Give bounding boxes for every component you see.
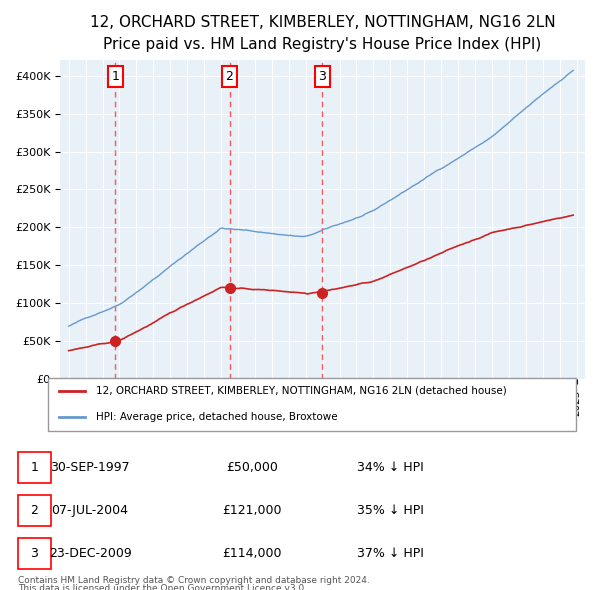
Text: 07-JUL-2004: 07-JUL-2004 [52,504,128,517]
Text: 2: 2 [30,504,38,517]
Text: 1: 1 [30,461,38,474]
FancyBboxPatch shape [48,378,576,431]
Text: 1: 1 [112,70,119,83]
Text: £114,000: £114,000 [222,547,282,560]
Title: 12, ORCHARD STREET, KIMBERLEY, NOTTINGHAM, NG16 2LN
Price paid vs. HM Land Regis: 12, ORCHARD STREET, KIMBERLEY, NOTTINGHA… [90,15,556,52]
FancyBboxPatch shape [18,452,51,483]
Text: £50,000: £50,000 [226,461,278,474]
FancyBboxPatch shape [18,538,51,569]
Text: This data is licensed under the Open Government Licence v3.0.: This data is licensed under the Open Gov… [18,584,307,590]
Text: 3: 3 [318,70,326,83]
Text: 2: 2 [226,70,233,83]
Text: 23-DEC-2009: 23-DEC-2009 [49,547,131,560]
Text: 37% ↓ HPI: 37% ↓ HPI [356,547,424,560]
Text: 35% ↓ HPI: 35% ↓ HPI [356,504,424,517]
Text: 12, ORCHARD STREET, KIMBERLEY, NOTTINGHAM, NG16 2LN (detached house): 12, ORCHARD STREET, KIMBERLEY, NOTTINGHA… [95,386,506,396]
Text: £121,000: £121,000 [222,504,282,517]
Text: 34% ↓ HPI: 34% ↓ HPI [356,461,424,474]
Text: Contains HM Land Registry data © Crown copyright and database right 2024.: Contains HM Land Registry data © Crown c… [18,576,370,585]
FancyBboxPatch shape [18,495,51,526]
Text: HPI: Average price, detached house, Broxtowe: HPI: Average price, detached house, Brox… [95,412,337,422]
Text: 3: 3 [30,547,38,560]
Text: 30-SEP-1997: 30-SEP-1997 [50,461,130,474]
